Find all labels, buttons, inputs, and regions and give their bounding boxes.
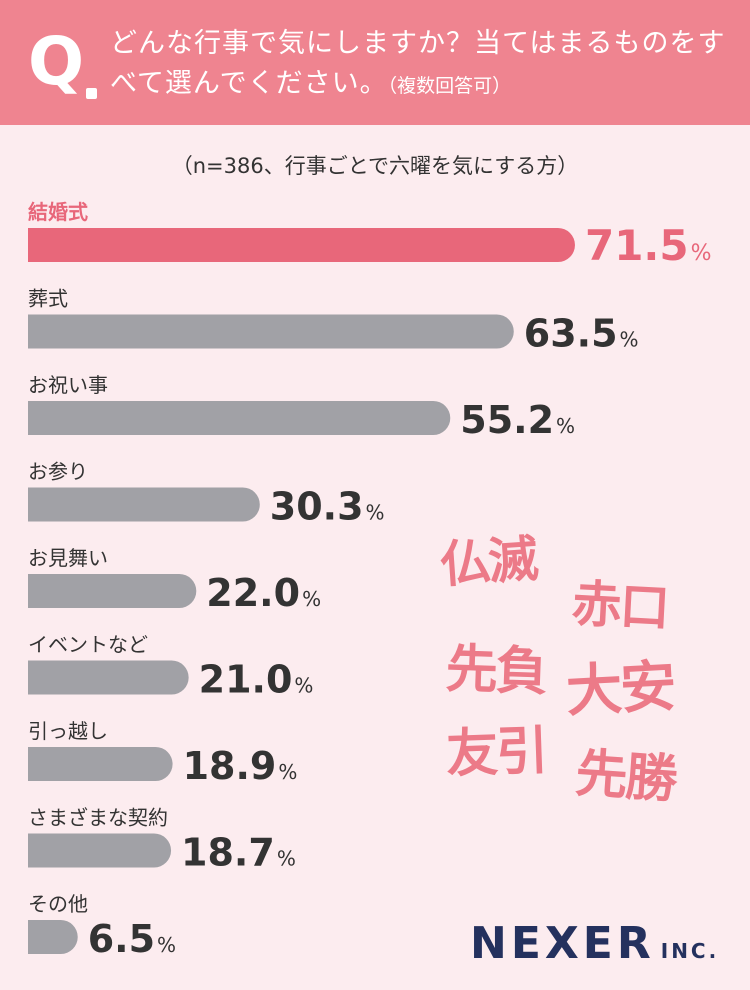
bar: [28, 920, 78, 954]
rokuyo-butsumetsu: 仏滅: [438, 528, 539, 595]
q-letter: Q: [28, 23, 85, 100]
bar: [28, 833, 172, 868]
logo-suffix: INC.: [660, 939, 720, 963]
category-label: 引っ越し: [28, 719, 108, 743]
category-label: お参り: [28, 460, 88, 484]
logo-name: NEXER: [470, 918, 655, 969]
bar: [28, 660, 189, 695]
category-label: イベントなど: [28, 633, 148, 657]
bar: [28, 747, 173, 781]
question-main: どんな行事で気にしますか？当てはまるものをすべて選んでください。: [110, 28, 726, 99]
value-label: 63.5%: [524, 312, 639, 356]
category-label: 葬式: [28, 287, 68, 311]
category-label: お祝い事: [28, 373, 108, 397]
nexer-logo: NEXER INC.: [470, 918, 719, 969]
rokuyo-senbu: 先負: [444, 638, 547, 703]
question-header: Q どんな行事で気にしますか？当てはまるものをすべて選んでください。（複数回答可…: [0, 0, 750, 125]
value-label: 6.5%: [88, 917, 176, 961]
rokuyo-shakku: 赤口: [570, 573, 670, 638]
value-label: 55.2%: [460, 398, 575, 442]
category-label: 結婚式: [28, 200, 88, 224]
question-text: どんな行事で気にしますか？当てはまるものをすべて選んでください。（複数回答可）: [110, 24, 730, 106]
value-label: 18.9%: [183, 744, 298, 788]
bar: [28, 314, 514, 349]
chart-subtitle: （n=386、行事ごとで六曜を気にする方）: [171, 154, 579, 178]
value-label: 71.5%: [585, 221, 712, 270]
bar: [28, 401, 451, 435]
rokuyo-sensho: 先勝: [573, 742, 678, 811]
category-label: お見舞い: [28, 546, 108, 570]
value-label: 18.7%: [181, 831, 296, 875]
bar: [28, 574, 197, 608]
rokuyo-taian: 大安: [564, 653, 676, 725]
q-dot: [86, 88, 97, 99]
category-label: その他: [28, 892, 88, 916]
bar: [28, 487, 260, 522]
bar: [28, 228, 575, 262]
value-label: 21.0%: [199, 658, 314, 702]
question-note: （複数回答可）: [387, 75, 512, 97]
rokuyo-tomobiki: 友引: [445, 720, 548, 785]
category-label: さまざまな契約: [28, 806, 168, 830]
value-label: 30.3%: [270, 485, 385, 529]
value-label: 22.0%: [206, 571, 321, 615]
